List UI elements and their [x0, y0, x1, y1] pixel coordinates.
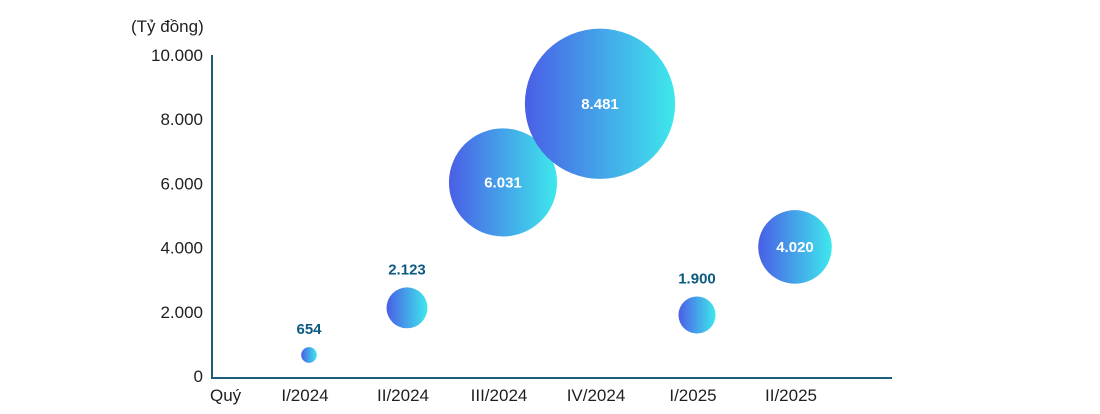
data-label: 4.020 — [776, 239, 814, 256]
y-axis-ticks: 0 2.000 4.000 6.000 8.000 10.000 — [151, 46, 203, 386]
bubble-IV-2024 — [524, 28, 676, 179]
bubble-series — [301, 28, 832, 363]
data-label: 2.123 — [388, 261, 426, 278]
x-tick-label: II/2024 — [377, 386, 429, 405]
bubble-II-2024 — [386, 287, 428, 329]
x-tick-label: II/2025 — [765, 386, 817, 405]
y-tick-label: 2.000 — [160, 303, 203, 322]
y-tick-label: 0 — [194, 367, 203, 386]
x-tick-label: I/2025 — [669, 386, 716, 405]
data-label: 654 — [296, 321, 322, 338]
y-tick-label: 6.000 — [160, 174, 203, 193]
bubble-II-2025 — [758, 210, 832, 284]
bubble-I-2025 — [678, 296, 716, 334]
x-tick-label: IV/2024 — [567, 386, 626, 405]
bubble-III-2024 — [448, 128, 558, 237]
data-label: 6.031 — [484, 174, 522, 191]
x-axis-ticks: I/2024 II/2024 III/2024 IV/2024 I/2025 II/202… — [281, 386, 817, 405]
x-axis-prefix: Quý — [210, 386, 242, 405]
bubble-I-2024 — [301, 347, 317, 363]
y-tick-label: 10.000 — [151, 46, 203, 65]
data-label: 1.900 — [678, 270, 716, 287]
y-unit-label: (Tỷ đồng) — [131, 17, 204, 36]
x-tick-label: III/2024 — [471, 386, 528, 405]
y-tick-label: 4.000 — [160, 239, 203, 258]
y-tick-label: 8.000 — [160, 110, 203, 129]
data-label: 8.481 — [581, 96, 619, 113]
x-tick-label: I/2024 — [281, 386, 328, 405]
value-labels: 654 2.123 6.031 8.481 1.900 4.020 — [296, 96, 813, 338]
